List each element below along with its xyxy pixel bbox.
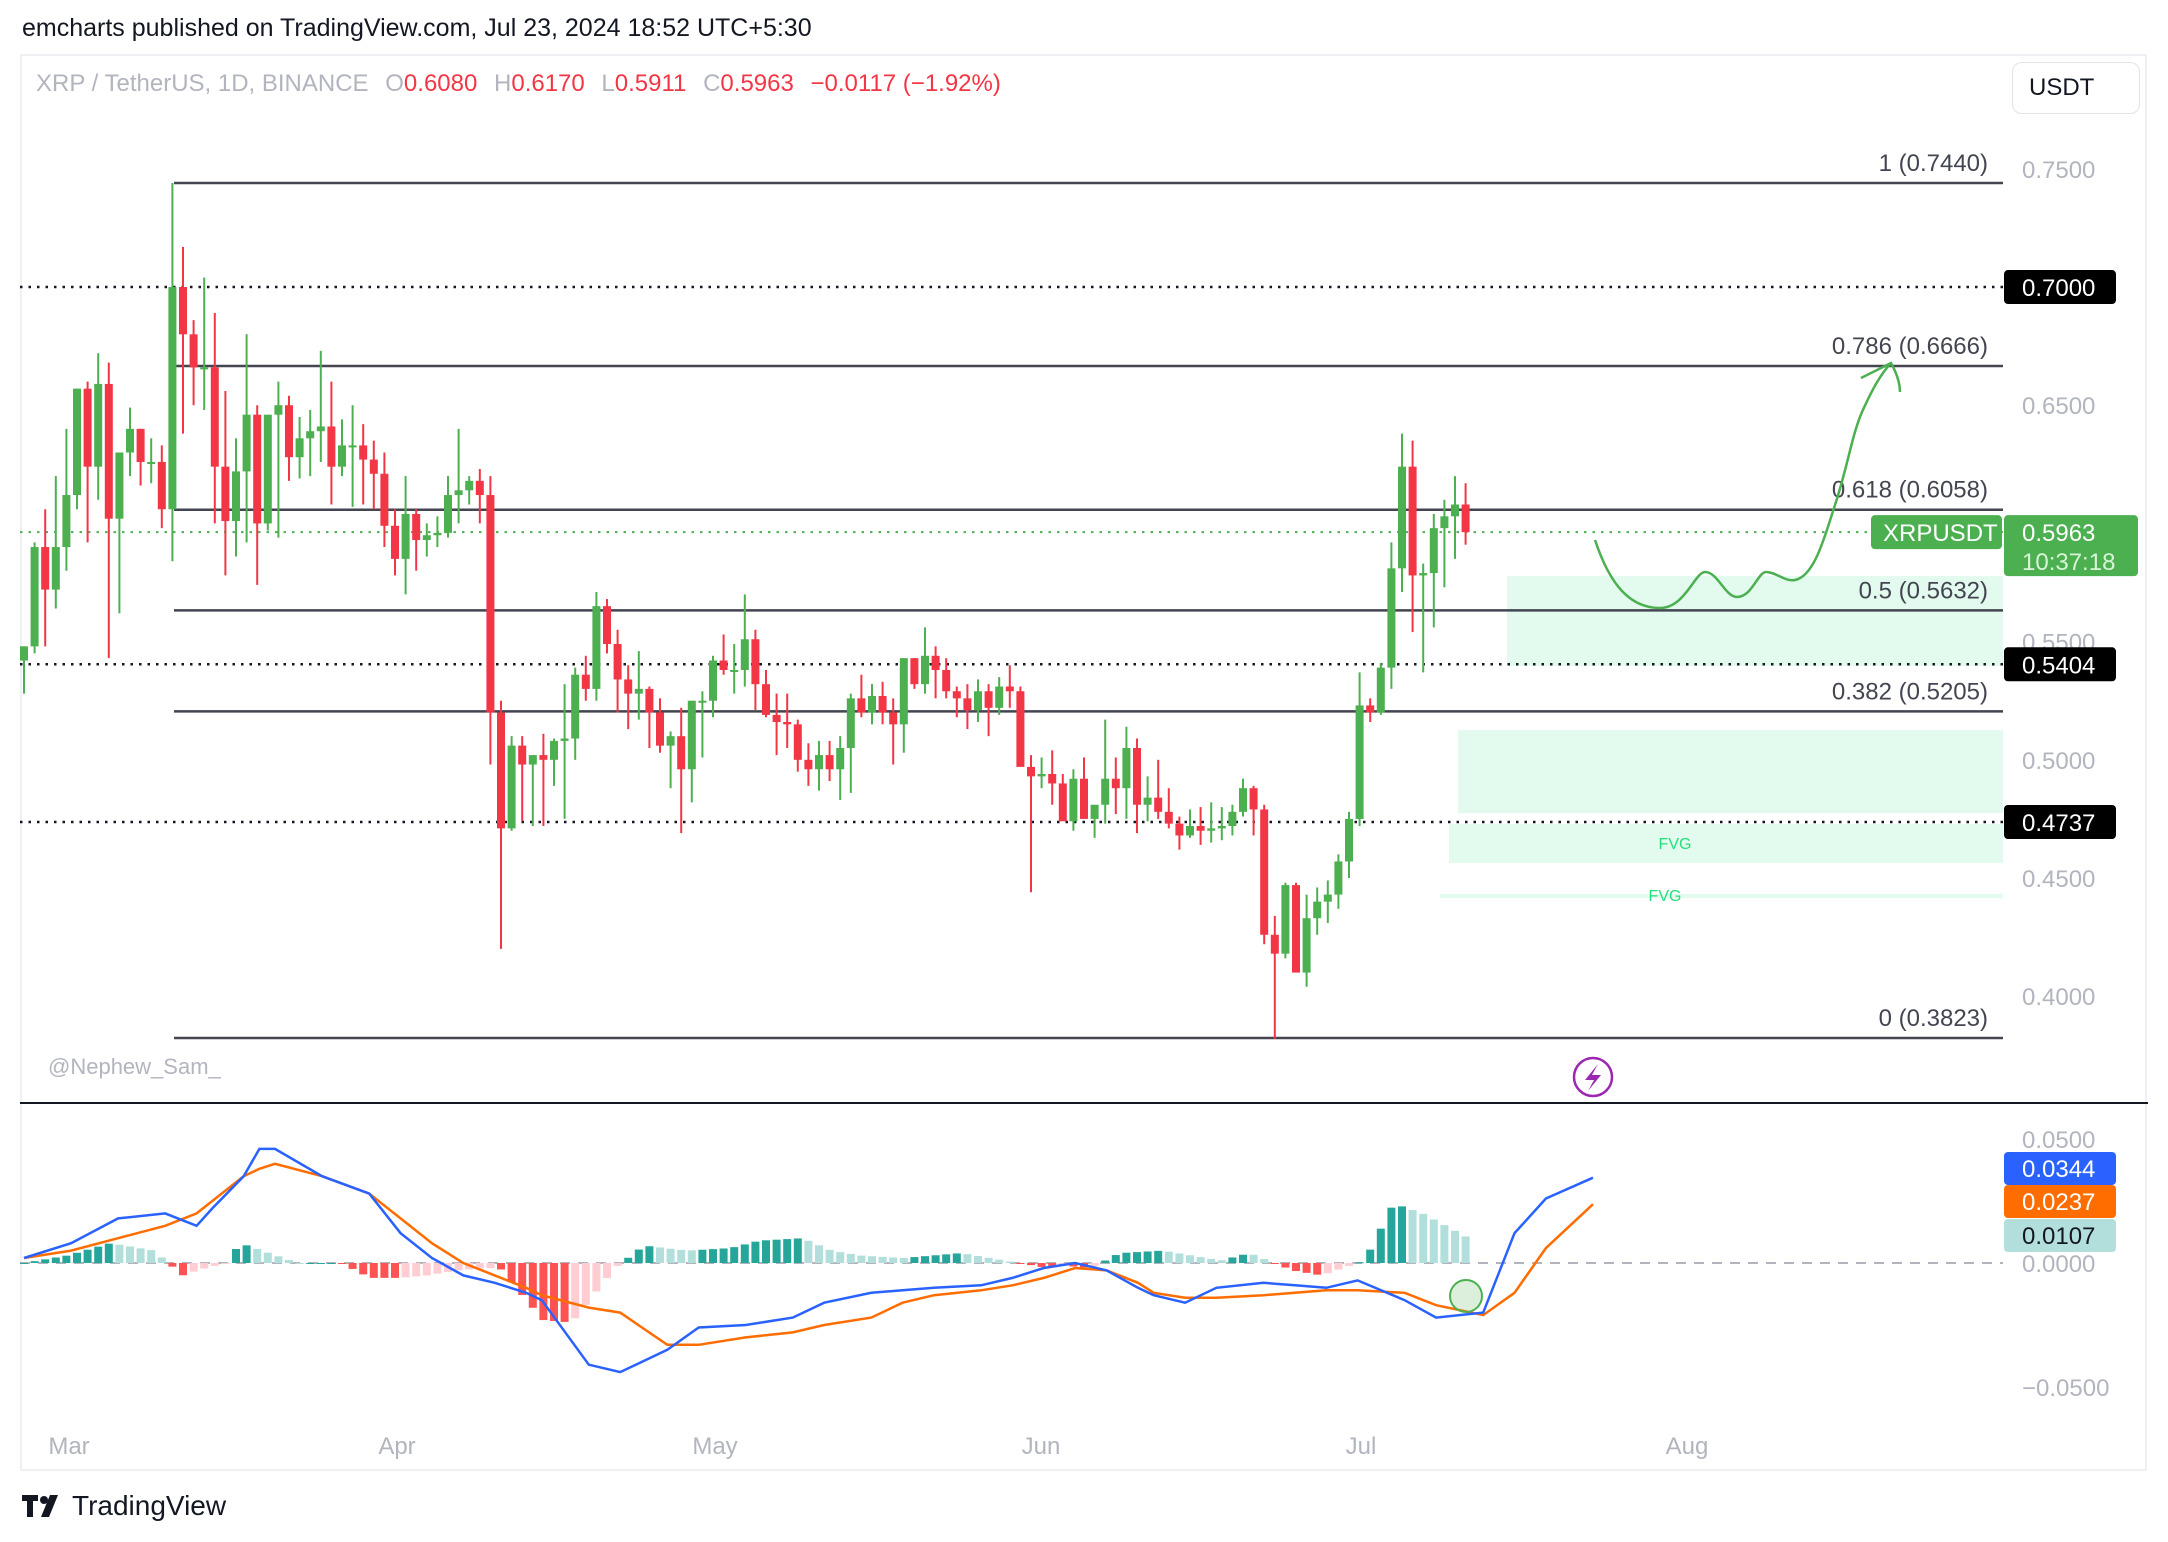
price-axis-tick: 0.4500 xyxy=(2022,866,2095,893)
time-axis-label: Jul xyxy=(1346,1433,1377,1460)
time-axis-label: Aug xyxy=(1666,1433,1709,1460)
tradingview-logo-icon xyxy=(22,1495,58,1517)
tradingview-brand: TradingView xyxy=(72,1490,227,1521)
fib-level-label: 0 (0.3823) xyxy=(1879,1005,1988,1032)
fvg-label: FVG xyxy=(1659,836,1692,853)
symbol-tag xyxy=(1871,515,2002,550)
fvg-label: FVG xyxy=(1649,888,1682,905)
fvg-zone-thin xyxy=(1440,894,2003,898)
price-axis-tick: 0.4000 xyxy=(2022,984,2095,1011)
publish-info: emcharts published on TradingView.com, J… xyxy=(22,14,812,42)
fvg-zone-lower xyxy=(1449,824,2003,863)
time-axis-label: May xyxy=(692,1433,737,1460)
price-tag xyxy=(2004,647,2116,682)
symbol-tag-label: XRPUSDT xyxy=(1883,520,1998,547)
price-change: −0.0117 (−1.92%) xyxy=(810,70,1001,97)
demand-zone xyxy=(1507,576,2003,666)
price-tag-value: 0.5404 xyxy=(2022,652,2095,679)
macd-axis[interactable]: 0.0500 0.0000 −0.0500 0.0344 0.0237 0.0107 xyxy=(2004,1127,2116,1402)
projection-curve[interactable] xyxy=(1593,362,1892,610)
fib-level-label: 1 (0.7440) xyxy=(1879,150,1988,177)
crossover-circle xyxy=(1449,1279,1483,1313)
macd-value-tag xyxy=(2004,1185,2116,1218)
ohlc-low: L0.5911 xyxy=(601,70,687,97)
time-axis-label: Jun xyxy=(1022,1433,1061,1460)
symbol-title[interactable]: XRP / TetherUS, 1D, BINANCE xyxy=(36,70,369,97)
price-tag xyxy=(2004,804,2116,839)
macd-pane xyxy=(20,1147,2003,1374)
symbol-legend: XRP / TetherUS, 1D, BINANCE O0.6080 H0.6… xyxy=(36,70,1011,98)
fib-retracement[interactable]: 1 (0.7440) 0.786 (0.6666) 0.618 (0.6058) 0.… xyxy=(174,150,2003,1040)
current-price-tag xyxy=(2004,515,2138,577)
currency-button[interactable]: USDT xyxy=(2012,62,2140,114)
time-axis[interactable]: Mar Apr May Jun Jul Aug xyxy=(48,1433,1708,1460)
macd-value-tag xyxy=(2004,1219,2116,1252)
fvg-zone-upper xyxy=(1458,730,2003,813)
price-tag xyxy=(2004,270,2116,305)
macd-value-tag xyxy=(2004,1152,2116,1185)
fib-level-label: 0.382 (0.5205) xyxy=(1832,678,1988,705)
time-axis-label: Apr xyxy=(378,1433,415,1460)
ohlc-high: H0.6170 xyxy=(494,70,585,97)
macd-value-tag-text: 0.0344 xyxy=(2022,1156,2095,1183)
lightning-icon[interactable] xyxy=(1572,1056,1614,1098)
ohlc-open: O0.6080 xyxy=(385,70,478,97)
macd-value-tag-text: 0.0237 xyxy=(2022,1189,2095,1216)
price-axis-tick: 0.7500 xyxy=(2022,157,2095,184)
zones-layer: FVG FVG xyxy=(1440,576,2003,905)
macd-value-tag-text: 0.0107 xyxy=(2022,1223,2095,1250)
price-tag-value: 0.7000 xyxy=(2022,275,2095,302)
fib-level-label: 0.618 (0.6058) xyxy=(1832,477,1988,504)
macd-signal-line xyxy=(23,1162,1594,1347)
macd-axis-tick: 0.0000 xyxy=(2022,1251,2095,1278)
fib-level-label: 0.786 (0.6666) xyxy=(1832,333,1988,360)
fib-level-label: 0.5 (0.5632) xyxy=(1859,577,1988,604)
ohlc-close: C0.5963 xyxy=(703,70,794,97)
price-axis-tick: 0.5000 xyxy=(2022,748,2095,775)
tradingview-logo[interactable]: TradingView xyxy=(22,1490,226,1522)
macd-line xyxy=(23,1147,1594,1374)
arrow-head-icon xyxy=(1860,361,1902,393)
chart-frame xyxy=(20,54,2147,1471)
author-watermark: @Nephew_Sam_ xyxy=(48,1054,222,1079)
price-tag-value: 0.4737 xyxy=(2022,810,2095,837)
macd-axis-tick: 0.0500 xyxy=(2022,1127,2095,1154)
time-axis-label: Mar xyxy=(48,1433,89,1460)
macd-axis-tick: −0.0500 xyxy=(2022,1375,2109,1402)
current-price-value: 0.5963 xyxy=(2022,520,2095,547)
bar-countdown: 10:37:18 xyxy=(2022,549,2115,576)
candles-layer xyxy=(20,183,1470,1039)
price-axis-tick: 0.6500 xyxy=(2022,393,2095,420)
projection-drawing[interactable] xyxy=(1593,361,1902,610)
